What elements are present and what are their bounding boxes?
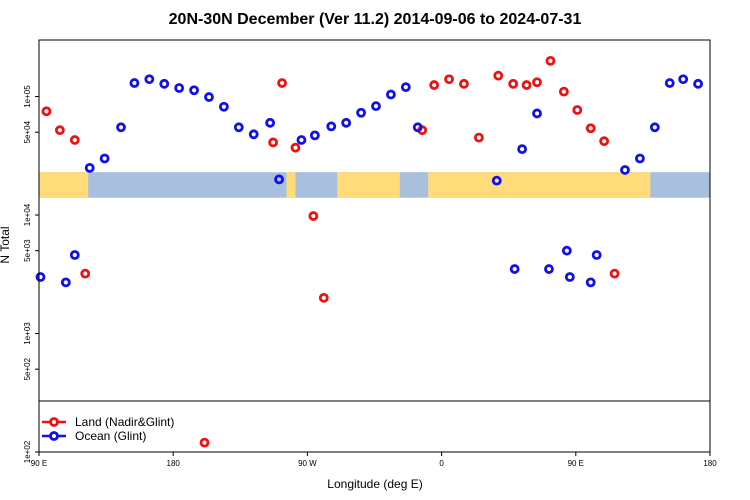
land-point bbox=[508, 78, 519, 89]
y-tick-label: 5e+04 bbox=[23, 120, 32, 143]
ocean-point bbox=[341, 117, 352, 128]
map-land bbox=[337, 172, 400, 198]
ocean-point bbox=[174, 83, 185, 93]
x-tick-label: 180 bbox=[167, 459, 181, 468]
land-point bbox=[318, 292, 329, 303]
ocean-point bbox=[99, 153, 110, 164]
land-point bbox=[69, 135, 80, 145]
ocean-point bbox=[129, 78, 140, 88]
land-point bbox=[473, 132, 484, 143]
ocean-point bbox=[189, 85, 199, 96]
ocean-point bbox=[84, 162, 95, 173]
land-point bbox=[41, 106, 52, 117]
ocean-point bbox=[371, 101, 381, 112]
map-land bbox=[428, 172, 651, 198]
y-tick-label: 1e+04 bbox=[23, 203, 32, 226]
ocean-point bbox=[204, 92, 214, 102]
y-tick-label: 5e+03 bbox=[23, 239, 32, 262]
legend-entry-label: Ocean (Glint) bbox=[75, 429, 146, 443]
legend: Land (Nadir&Glint)Ocean (Glint) bbox=[42, 415, 174, 443]
land-point bbox=[80, 268, 91, 279]
ocean-point bbox=[159, 78, 170, 89]
legend-swatch-marker bbox=[49, 417, 59, 427]
x-tick-label: 90 E bbox=[568, 459, 584, 468]
ocean-point bbox=[274, 174, 284, 185]
ocean-point bbox=[233, 122, 244, 133]
ocean-point bbox=[116, 122, 126, 133]
land-point bbox=[54, 125, 65, 136]
ocean-point bbox=[218, 101, 229, 112]
ocean-point bbox=[412, 122, 423, 133]
y-tick-label: 1e+02 bbox=[23, 440, 32, 463]
y-tick-label: 5e+02 bbox=[23, 357, 32, 380]
land-point bbox=[493, 70, 504, 81]
map-land bbox=[39, 172, 89, 198]
land-point bbox=[599, 136, 610, 147]
land-point bbox=[268, 137, 279, 148]
land-point bbox=[429, 80, 440, 90]
ocean-point bbox=[517, 144, 528, 155]
ocean-point bbox=[620, 165, 630, 175]
land-point bbox=[572, 105, 583, 115]
ocean-point bbox=[35, 272, 46, 282]
x-tick-label: 180 bbox=[703, 459, 717, 468]
land-point bbox=[308, 211, 319, 221]
ocean-point bbox=[635, 153, 645, 164]
land-point bbox=[290, 142, 301, 153]
y-tick-label: 1e+03 bbox=[23, 322, 32, 345]
x-tick-label: 0 bbox=[439, 459, 444, 468]
ocean-point bbox=[585, 277, 596, 288]
ocean-point bbox=[561, 245, 572, 256]
ocean-point bbox=[356, 107, 366, 118]
chart-title: 20N-30N December (Ver 11.2) 2014-09-06 t… bbox=[169, 11, 582, 28]
ocean-point bbox=[400, 82, 411, 93]
land-point bbox=[585, 123, 596, 134]
land-point bbox=[277, 78, 287, 88]
ocean-point bbox=[144, 74, 155, 85]
ocean-point bbox=[69, 250, 80, 260]
ocean-point bbox=[296, 135, 307, 145]
ocean-point bbox=[544, 264, 554, 274]
world-map-strip bbox=[39, 172, 710, 198]
land-point bbox=[521, 80, 532, 90]
legend-swatch-marker bbox=[49, 431, 59, 441]
map-land bbox=[286, 172, 296, 198]
land-point bbox=[199, 437, 210, 448]
data-points bbox=[35, 55, 703, 448]
land-point bbox=[545, 55, 556, 66]
y-tick-label: 1e+05 bbox=[23, 85, 32, 108]
ocean-point bbox=[693, 78, 703, 89]
land-point bbox=[459, 78, 469, 89]
land-point bbox=[609, 268, 620, 279]
ocean-point bbox=[386, 89, 396, 100]
ocean-point bbox=[649, 122, 660, 133]
x-axis-ticks: 90 E 180 90 W 0 90 E 180 bbox=[31, 452, 717, 468]
ocean-point bbox=[60, 277, 71, 288]
ocean-point bbox=[248, 129, 259, 140]
x-tick-label: 90 W bbox=[298, 459, 317, 468]
land-point bbox=[532, 77, 542, 88]
land-point bbox=[558, 86, 569, 97]
ocean-point bbox=[265, 117, 276, 128]
land-point bbox=[444, 74, 454, 85]
ocean-point bbox=[532, 108, 542, 119]
ocean-point bbox=[491, 175, 502, 186]
x-tick-label: 90 E bbox=[31, 459, 47, 468]
legend-entry-label: Land (Nadir&Glint) bbox=[75, 415, 174, 429]
ocean-point bbox=[591, 250, 602, 260]
y-axis-label: N Total bbox=[0, 226, 12, 263]
x-axis-label: Longitude (deg E) bbox=[327, 477, 422, 491]
plot-frame bbox=[38, 39, 711, 453]
ocean-point bbox=[678, 74, 689, 85]
ocean-point bbox=[309, 130, 320, 141]
ocean-point bbox=[564, 272, 575, 282]
ocean-point bbox=[509, 264, 520, 274]
ocean-point bbox=[326, 121, 337, 132]
ocean-point bbox=[664, 78, 675, 88]
y-axis-ticks: 1e+02 5e+02 1e+03 5e+03 1e+04 5e+04 1e+05 bbox=[23, 85, 39, 463]
